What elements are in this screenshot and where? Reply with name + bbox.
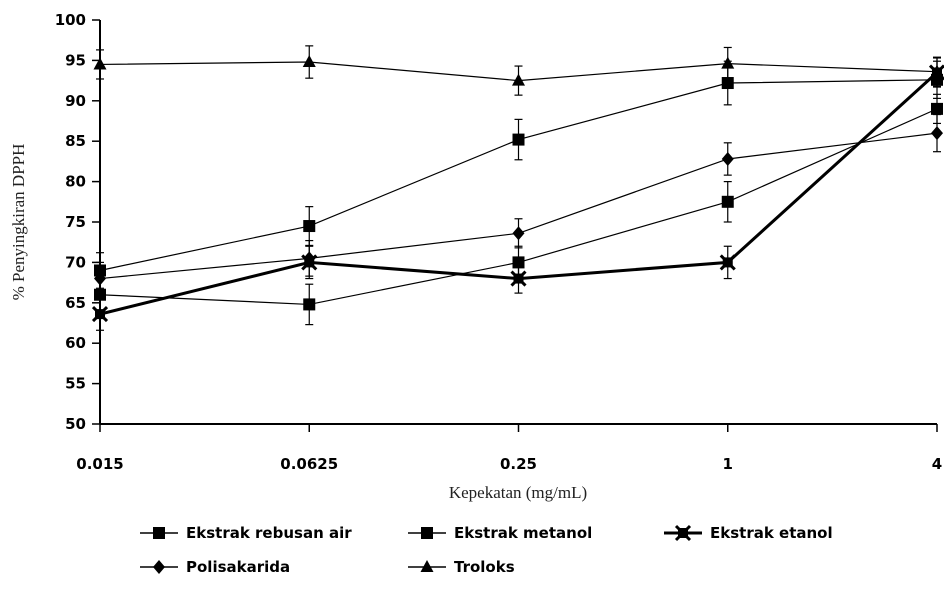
legend-marker [153, 527, 165, 539]
legend-item: Polisakarida [140, 558, 290, 576]
x-ticks: 0.015 0.0625 0.25 1 4 [76, 424, 942, 473]
y-tick-label: 70 [65, 253, 86, 271]
legend-marker [420, 560, 434, 572]
legend-item: Ekstrak metanol [408, 524, 592, 542]
legend-item: Ekstrak etanol [664, 524, 833, 542]
data-point [721, 151, 734, 166]
x-tick-label: 0.015 [76, 455, 123, 473]
legend-label: Ekstrak etanol [710, 524, 833, 542]
y-tick-label: 95 [65, 51, 86, 69]
data-point [93, 57, 107, 70]
x-axis-title: Kepekatan (mg/mL) [449, 483, 587, 502]
y-tick-label: 80 [65, 173, 86, 191]
data-point [721, 56, 735, 69]
legend-label: Ekstrak metanol [454, 524, 592, 542]
legend-item: Troloks [408, 558, 515, 576]
data-point [930, 64, 944, 77]
x-tick-label: 0.25 [500, 455, 537, 473]
legend-label: Troloks [454, 558, 515, 576]
data-point [931, 126, 943, 141]
series-polisakarida [94, 113, 943, 296]
y-tick-label: 55 [65, 375, 86, 393]
legend-marker [153, 560, 165, 574]
data-point [91, 306, 109, 323]
x-tick-label: 1 [723, 455, 733, 473]
series-troloks [93, 45, 944, 96]
series-layer [91, 45, 944, 331]
y-tick-label: 60 [65, 334, 86, 352]
plot-area: 50 55 60 65 70 75 80 85 90 95 100 0.015 0.0625 0.25 1… [55, 11, 944, 473]
data-point [719, 254, 736, 271]
legend-marker [674, 524, 692, 542]
legend-marker [421, 527, 433, 539]
data-point [302, 55, 316, 68]
legend: Ekstrak rebusan air Ekstrak metanol Ekstra… [140, 524, 833, 576]
y-tick-label: 90 [65, 92, 86, 110]
data-point [512, 256, 525, 269]
data-point [303, 251, 316, 266]
data-point [931, 102, 943, 115]
x-tick-label: 4 [932, 455, 942, 473]
x-tick-label: 0.0625 [280, 455, 338, 473]
data-point [512, 226, 525, 241]
y-axis-title: % Penyingkiran DPPH [9, 144, 28, 301]
data-point [94, 271, 106, 286]
legend-label: Polisakarida [186, 558, 290, 576]
y-tick-label: 100 [55, 11, 86, 29]
y-tick-label: 85 [65, 132, 86, 150]
legend-item: Ekstrak rebusan air [140, 524, 352, 542]
y-tick-label: 50 [65, 415, 86, 433]
legend-label: Ekstrak rebusan air [186, 524, 352, 542]
data-point [721, 195, 734, 208]
data-point [512, 73, 525, 86]
data-point [303, 220, 316, 233]
series-ekstrak-etanol [91, 57, 944, 331]
data-point [512, 133, 525, 146]
y-tick-label: 65 [65, 294, 86, 312]
data-point [510, 270, 527, 287]
y-tick-label: 75 [65, 213, 86, 231]
data-point [303, 298, 316, 311]
y-ticks: 50 55 60 65 70 75 80 85 90 95 100 [55, 11, 100, 433]
